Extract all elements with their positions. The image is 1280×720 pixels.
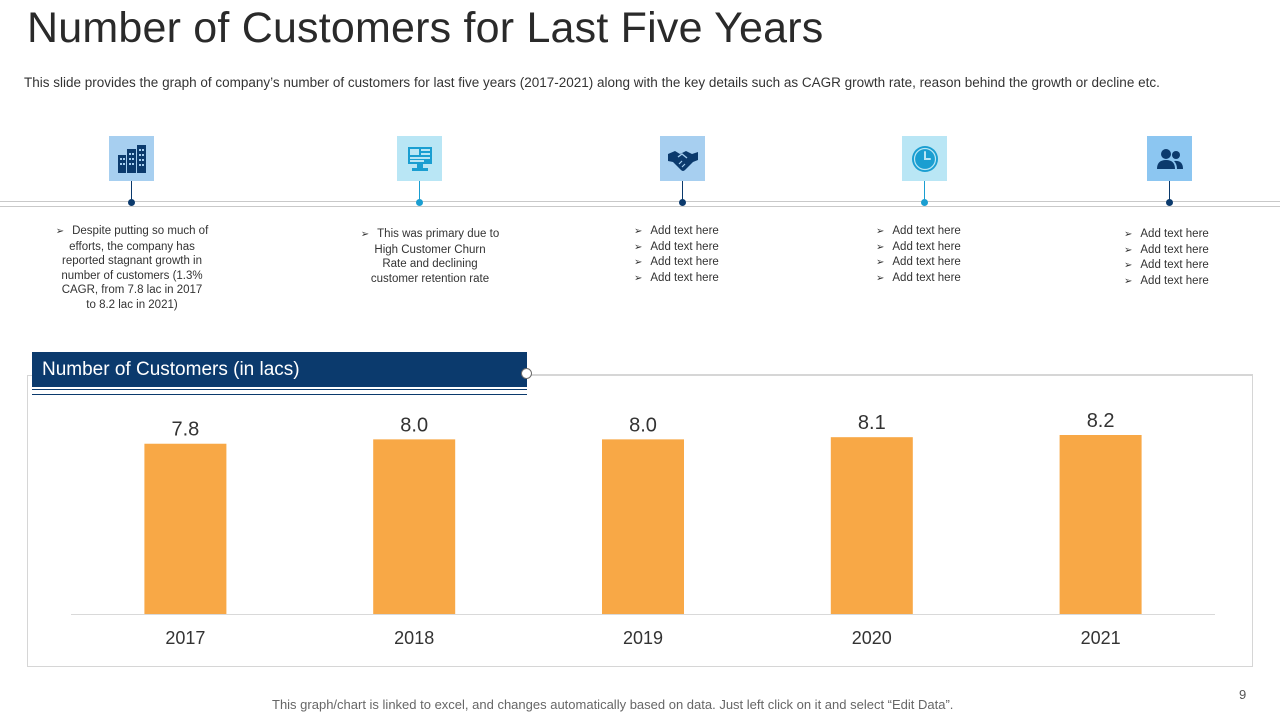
handshake-icon xyxy=(660,136,705,181)
bar-2021[interactable] xyxy=(1059,435,1142,614)
page-subtitle: This slide provides the graph of company… xyxy=(24,75,1160,90)
timeline-dot xyxy=(416,199,423,206)
bullet-item: Add text here xyxy=(876,240,960,256)
bar-2018[interactable] xyxy=(373,439,456,614)
timeline-text-3: Add text here Add text here Add text her… xyxy=(634,224,718,287)
x-tick-label-2019: 2019 xyxy=(623,628,663,648)
buildings-icon xyxy=(109,136,154,181)
timeline-text-2: ➢ This was primary due to High Customer C… xyxy=(360,228,500,285)
computer-dashboard-icon xyxy=(397,136,442,181)
timeline-stem xyxy=(419,181,420,201)
chart-container[interactable] xyxy=(27,375,1253,667)
timeline-dot xyxy=(679,199,686,206)
bullet-item: Add text here xyxy=(1124,258,1208,274)
timeline-text-5: Add text here Add text here Add text her… xyxy=(1124,227,1208,290)
data-label-2017: 7.8 xyxy=(171,419,199,441)
timeline-line xyxy=(0,201,1280,207)
bullet-item: Add text here xyxy=(634,271,718,287)
timeline-dot xyxy=(921,199,928,206)
chart-header-connector xyxy=(527,374,1253,375)
x-tick-label-2020: 2020 xyxy=(852,628,892,648)
bullet-item: Add text here xyxy=(876,255,960,271)
timeline-stem xyxy=(682,181,683,201)
clock-icon xyxy=(902,136,947,181)
bullet-item: Add text here xyxy=(1124,274,1208,290)
timeline-dot xyxy=(128,199,135,206)
bullet-item: Add text here xyxy=(634,224,718,240)
bullet-item: Add text here xyxy=(1124,243,1208,259)
bullet-item: Add text here xyxy=(1124,227,1208,243)
bar-2017[interactable] xyxy=(144,443,227,614)
data-label-2020: 8.1 xyxy=(858,412,886,434)
bullet-item: Add text here xyxy=(634,240,718,256)
x-tick-label-2017: 2017 xyxy=(165,628,205,648)
chart-header-underline xyxy=(32,389,527,395)
chart-header: Number of Customers (in lacs) xyxy=(32,352,527,387)
bullet-item: Add text here xyxy=(876,271,960,287)
bar-2019[interactable] xyxy=(602,439,684,614)
x-tick-label-2021: 2021 xyxy=(1081,628,1121,648)
footer-note: This graph/chart is linked to excel, and… xyxy=(272,697,954,712)
bullet-item: Add text here xyxy=(876,224,960,240)
chart-header-knob xyxy=(521,368,532,379)
data-label-2018: 8.0 xyxy=(400,414,428,436)
page-title: Number of Customers for Last Five Years xyxy=(27,4,824,52)
data-label-2021: 8.2 xyxy=(1087,410,1115,432)
x-tick-label-2018: 2018 xyxy=(394,628,434,648)
page-number: 9 xyxy=(1239,687,1247,702)
timeline-text-1: ➢ Despite putting so much of efforts, the… xyxy=(55,225,209,311)
users-icon xyxy=(1147,136,1192,181)
timeline-stem xyxy=(1169,181,1170,201)
bar-2020[interactable] xyxy=(830,437,913,614)
bullet-item: Add text here xyxy=(634,255,718,271)
timeline-dot xyxy=(1166,199,1173,206)
timeline-stem xyxy=(131,181,132,201)
data-label-2019: 8.0 xyxy=(629,414,657,436)
timeline-text-4: Add text here Add text here Add text her… xyxy=(876,224,960,287)
timeline-stem xyxy=(924,181,925,201)
